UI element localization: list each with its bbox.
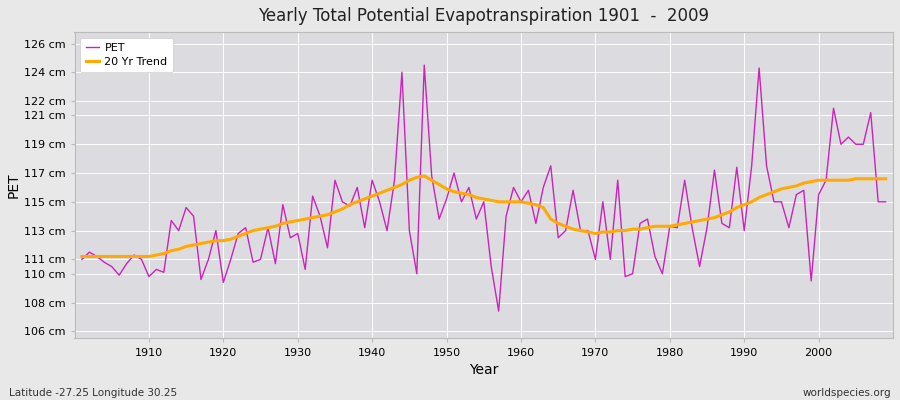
- Y-axis label: PET: PET: [7, 172, 21, 198]
- Text: worldspecies.org: worldspecies.org: [803, 388, 891, 398]
- PET: [300, 267, 310, 272]
- PET: [530, 221, 541, 226]
- PET: [880, 200, 891, 204]
- Legend: PET, 20 Yr Trend: PET, 20 Yr Trend: [80, 38, 173, 72]
- 20 Yr Trend: [76, 254, 87, 259]
- 20 Yr Trend: [516, 200, 526, 204]
- PET: [418, 63, 429, 68]
- 20 Yr Trend: [345, 202, 356, 207]
- 20 Yr Trend: [300, 217, 310, 222]
- X-axis label: Year: Year: [469, 363, 499, 377]
- 20 Yr Trend: [612, 228, 623, 233]
- 20 Yr Trend: [418, 174, 429, 178]
- 20 Yr Trend: [136, 254, 147, 259]
- PET: [76, 257, 87, 262]
- PET: [493, 309, 504, 314]
- 20 Yr Trend: [523, 201, 534, 206]
- PET: [136, 257, 147, 262]
- PET: [345, 204, 356, 208]
- 20 Yr Trend: [880, 176, 891, 181]
- PET: [620, 274, 631, 279]
- Line: 20 Yr Trend: 20 Yr Trend: [82, 176, 886, 256]
- Line: PET: PET: [82, 65, 886, 311]
- Text: Latitude -27.25 Longitude 30.25: Latitude -27.25 Longitude 30.25: [9, 388, 177, 398]
- PET: [523, 188, 534, 193]
- Title: Yearly Total Potential Evapotranspiration 1901  -  2009: Yearly Total Potential Evapotranspiratio…: [258, 7, 709, 25]
